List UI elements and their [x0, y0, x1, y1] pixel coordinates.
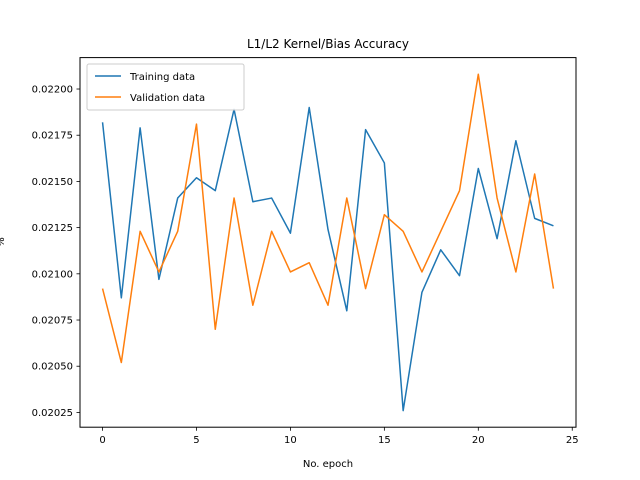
plot-area-frame: [79, 57, 577, 428]
x-tick-label: 10: [284, 435, 297, 446]
legend-box: [86, 63, 245, 111]
legend-label-training: Training data: [129, 72, 195, 83]
series-line-1: [101, 73, 555, 364]
x-tick-label: 15: [378, 435, 391, 446]
plot-lines: [101, 73, 555, 412]
x-tick-label: 0: [99, 435, 105, 446]
y-tick-label: 0.02025: [32, 408, 73, 419]
y-tick-label: 0.02075: [32, 316, 73, 327]
x-tick-label: 20: [472, 435, 485, 446]
x-axis-label: No. epoch: [303, 459, 353, 470]
y-tick-label: 0.02150: [32, 177, 73, 188]
series-line-0: [101, 106, 554, 412]
x-axis-ticks: 0 5 10 15 20 25: [99, 427, 579, 446]
y-tick-label: 0.02100: [32, 269, 73, 280]
chart-title: L1/L2 Kernel/Bias Accuracy: [247, 37, 409, 51]
y-tick-label: 0.02050: [32, 362, 73, 373]
y-axis-label: %: [0, 237, 7, 247]
x-tick-label: 5: [193, 435, 199, 446]
y-tick-label: 0.02175: [32, 131, 73, 142]
legend-label-validation: Validation data: [130, 93, 205, 104]
y-axis-ticks: 0.02025 0.02050 0.02075 0.02100 0.02125 0.021…: [32, 85, 80, 419]
legend: Training data Validation data: [86, 63, 245, 111]
x-tick-label: 25: [566, 435, 579, 446]
y-tick-label: 0.02200: [32, 85, 73, 96]
y-tick-label: 0.02125: [32, 223, 73, 234]
